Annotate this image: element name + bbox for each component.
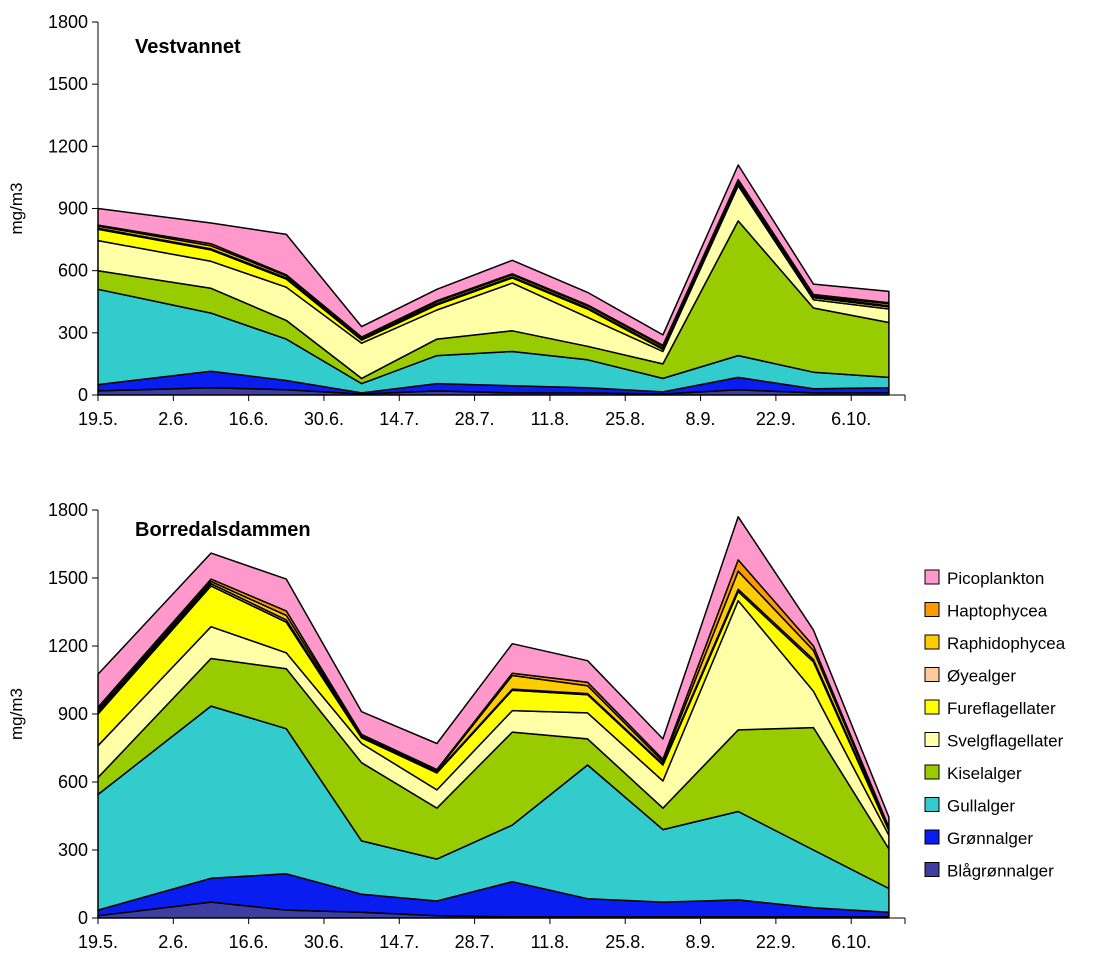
legend-label-raphidophycea: Raphidophycea [947, 634, 1066, 653]
y-tick-label: 1200 [48, 636, 88, 656]
y-tick-label: 900 [58, 199, 88, 219]
y-tick-label: 0 [78, 385, 88, 405]
x-tick-label: 6.10. [831, 932, 871, 952]
legend-swatch-svelgflagellater [924, 732, 940, 747]
y-axis-label: mg/m3 [7, 688, 26, 740]
legend: Picoplankton Haptophycea Raphidophycea Øyea… [924, 569, 1066, 881]
legend-swatch-oyealger [924, 667, 940, 682]
y-tick-label: 1500 [48, 568, 88, 588]
x-tick-label: 14.7. [379, 932, 419, 952]
legend-swatch-kiselalger [924, 764, 940, 780]
area-picoplankton [97, 516, 890, 829]
x-tick-label: 19.5. [78, 932, 118, 952]
legend-label-blagronnalger: Blågrønnalger [947, 862, 1054, 881]
y-axis-label: mg/m3 [7, 183, 26, 235]
legend-swatch-gronnalger [924, 829, 940, 845]
x-tick-label: 2.6. [158, 409, 188, 429]
x-tick-label: 25.8. [605, 409, 645, 429]
x-tick-label: 14.7. [379, 409, 419, 429]
legend-swatch-haptophycea [924, 602, 940, 617]
legend-label-picoplankton: Picoplankton [947, 569, 1044, 588]
y-tick-label: 1800 [48, 12, 88, 32]
legend-label-haptophycea: Haptophycea [947, 602, 1048, 621]
x-tick-label: 28.7. [455, 932, 495, 952]
x-tick-label: 22.9. [756, 932, 796, 952]
legend-swatch-gullalger [924, 797, 940, 812]
x-tick-label: 16.6. [229, 409, 269, 429]
legend-label-gronnalger: Grønnalger [947, 829, 1033, 848]
y-tick-label: 600 [58, 772, 88, 792]
legend-swatch-blagronnalger [924, 862, 940, 877]
legend-label-oyealger: Øyealger [947, 667, 1016, 686]
x-tick-label: 30.6. [304, 409, 344, 429]
chart-title: Vestvannet [135, 36, 241, 58]
x-tick-label: 2.6. [158, 932, 188, 952]
x-tick-label: 11.8. [531, 409, 570, 429]
area-picoplankton [97, 164, 890, 347]
x-tick-label: 16.6. [229, 932, 269, 952]
y-tick-label: 1500 [48, 74, 88, 94]
y-tick-label: 900 [58, 704, 88, 724]
x-tick-label: 28.7. [455, 409, 495, 429]
y-tick-label: 300 [58, 840, 88, 860]
legend-swatch-fureflagellater [924, 699, 940, 715]
x-tick-label: 19.5. [78, 409, 118, 429]
chart-panel-2: 0 300 600 900 1200 1500 1800 19.5. 2.6. 16.6. 30.6… [7, 500, 906, 952]
legend-label-fureflagellater: Fureflagellater [947, 699, 1056, 718]
chart-panel-1: 0 300 600 900 1200 1500 1800 19.5. 2.6. 16.6. 30.6… [7, 12, 906, 429]
x-tick-label: 11.8. [531, 932, 570, 952]
x-tick-label: 22.9. [756, 409, 796, 429]
y-tick-label: 600 [58, 261, 88, 281]
x-tick-label: 30.6. [304, 932, 344, 952]
legend-swatch-raphidophycea [924, 634, 940, 650]
chart-title: Borredalsdammen [135, 519, 311, 541]
legend-label-gullalger: Gullalger [947, 797, 1015, 816]
legend-swatch-picoplankton [924, 569, 940, 585]
y-tick-label: 300 [58, 323, 88, 343]
y-tick-label: 1800 [48, 500, 88, 520]
x-tick-label: 25.8. [605, 932, 645, 952]
x-tick-label: 8.9. [686, 409, 716, 429]
legend-label-kiselalger: Kiselalger [947, 764, 1022, 783]
x-tick-label: 8.9. [686, 932, 716, 952]
legend-label-svelgflagellater: Svelgflagellater [947, 732, 1064, 751]
y-tick-label: 1200 [48, 136, 88, 156]
x-tick-label: 6.10. [831, 409, 871, 429]
y-tick-label: 0 [78, 908, 88, 928]
